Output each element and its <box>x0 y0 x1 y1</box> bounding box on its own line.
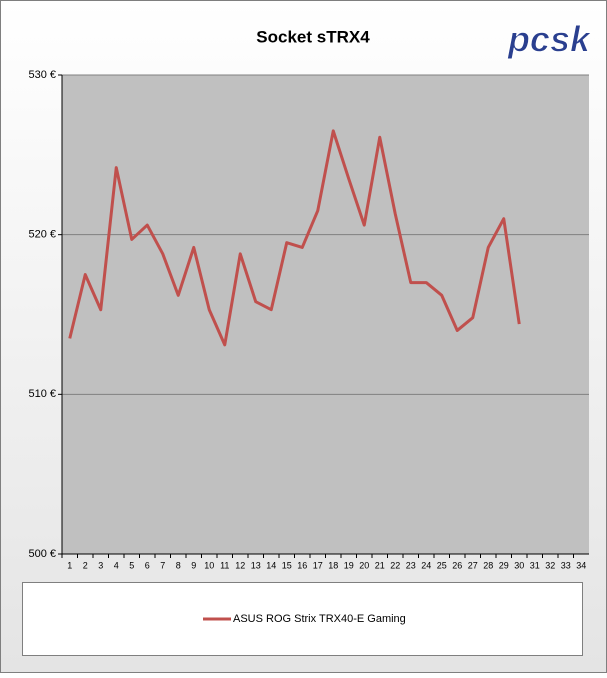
y-tick-label: 530 € <box>28 69 56 81</box>
legend <box>22 582 583 656</box>
x-tick-label: 16 <box>297 560 307 570</box>
x-tick-label: 12 <box>235 560 245 570</box>
x-tick-label: 7 <box>160 560 165 570</box>
x-tick-label: 4 <box>114 560 119 570</box>
x-tick-label: 19 <box>344 560 354 570</box>
x-tick-label: 10 <box>204 560 214 570</box>
x-tick-label: 3 <box>98 560 103 570</box>
x-tick-label: 8 <box>176 560 181 570</box>
x-tick-label: 13 <box>251 560 261 570</box>
x-tick-label: 25 <box>437 560 447 570</box>
series-line <box>68 129 521 347</box>
logo: pcsk <box>507 19 592 60</box>
legend-label: ASUS ROG Strix TRX40-E Gaming <box>233 613 406 625</box>
y-tick-label: 520 € <box>28 229 56 241</box>
x-tick-label: 2 <box>83 560 88 570</box>
x-tick-label: 14 <box>266 560 276 570</box>
x-tick-label: 17 <box>313 560 323 570</box>
x-tick-label: 5 <box>129 560 134 570</box>
x-tick-label: 22 <box>390 560 400 570</box>
x-tick-label: 29 <box>499 560 509 570</box>
y-tick-label: 510 € <box>28 388 56 400</box>
y-tick-label: 500 € <box>28 548 56 560</box>
x-tick-label: 18 <box>328 560 338 570</box>
x-tick-label: 1 <box>67 560 72 570</box>
x-tick-label: 30 <box>514 560 524 570</box>
x-tick-label: 20 <box>359 560 369 570</box>
x-tick-label: 21 <box>375 560 385 570</box>
x-tick-label: 28 <box>483 560 493 570</box>
x-tick-label: 24 <box>421 560 431 570</box>
x-tick-label: 33 <box>561 560 571 570</box>
x-tick-label: 31 <box>530 560 540 570</box>
x-tick-label: 34 <box>576 560 586 570</box>
x-tick-label: 11 <box>220 560 229 570</box>
x-tick-label: 6 <box>145 560 150 570</box>
x-tick-label: 26 <box>452 560 462 570</box>
x-tick-label: 27 <box>468 560 478 570</box>
plot-area <box>62 75 589 554</box>
x-tick-label: 32 <box>545 560 555 570</box>
x-tick-label: 9 <box>191 560 196 570</box>
chart-title: Socket sTRX4 <box>256 27 370 46</box>
x-tick-label: 15 <box>282 560 292 570</box>
x-tick-label: 23 <box>406 560 416 570</box>
